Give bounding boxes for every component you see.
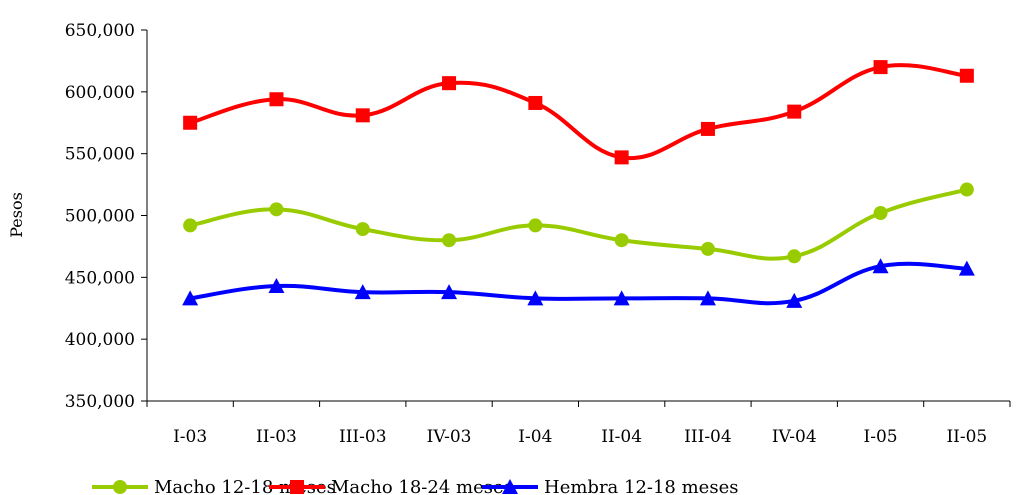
- legend-swatch-marker: [502, 479, 518, 494]
- legend-label: Hembra 12-18 meses: [544, 477, 738, 495]
- x-tick-label: III-04: [684, 427, 732, 447]
- legend-swatch-marker: [113, 480, 127, 494]
- x-tick-label: II-05: [946, 427, 987, 447]
- data-point: [786, 292, 803, 308]
- data-point: [528, 218, 543, 233]
- x-tick-label: I-05: [864, 427, 898, 447]
- data-point: [269, 92, 284, 107]
- data-point: [700, 241, 715, 256]
- data-point: [614, 233, 629, 248]
- legend-swatch-marker: [290, 480, 304, 494]
- data-point: [183, 115, 198, 130]
- data-point: [699, 290, 716, 306]
- series-2: [183, 60, 974, 165]
- x-tick-label: IV-03: [427, 427, 472, 447]
- data-point: [958, 260, 975, 276]
- data-point: [787, 104, 802, 119]
- series-3: [182, 258, 975, 308]
- data-point: [441, 284, 458, 300]
- data-point: [614, 150, 629, 165]
- y-axis-ticks: 350,000 400,000 450,000 500,000 550,000 600,0…: [65, 21, 147, 412]
- x-tick-label: IV-04: [772, 427, 817, 447]
- data-point: [959, 68, 974, 83]
- data-point: [442, 233, 457, 248]
- legend-item: Macho 18-24 meses: [269, 477, 513, 495]
- series-line: [189, 187, 968, 261]
- y-tick-label: 600,000: [65, 83, 135, 103]
- series-group: [182, 60, 975, 308]
- legend-label: Macho 18-24 meses: [331, 477, 513, 495]
- data-point: [183, 218, 198, 233]
- y-tick-label: 500,000: [65, 207, 135, 227]
- data-point: [872, 258, 889, 274]
- data-point: [528, 95, 543, 110]
- x-axis-ticks: I-03 II-03 III-03 IV-03 I-04 II-04 III-04 IV-04…: [146, 401, 1011, 447]
- series-1: [183, 182, 974, 264]
- series-line: [189, 261, 967, 306]
- data-point: [268, 277, 285, 293]
- data-point: [442, 76, 457, 91]
- data-point: [269, 202, 284, 217]
- y-tick-label: 400,000: [65, 330, 135, 350]
- y-tick-label: 450,000: [65, 268, 135, 288]
- y-tick-label: 650,000: [65, 21, 135, 41]
- x-tick-label: III-03: [339, 427, 387, 447]
- data-point: [700, 121, 715, 136]
- data-point: [354, 284, 371, 300]
- data-point: [873, 60, 888, 75]
- data-point: [355, 108, 370, 123]
- data-point: [182, 290, 199, 306]
- data-point: [787, 249, 802, 264]
- y-axis-title: Pesos: [7, 192, 26, 238]
- data-point: [527, 290, 544, 306]
- legend-item: Hembra 12-18 meses: [482, 477, 738, 495]
- data-point: [873, 206, 888, 221]
- series-line: [189, 63, 968, 161]
- data-point: [355, 222, 370, 237]
- data-point: [959, 182, 974, 197]
- x-tick-label: II-03: [256, 427, 297, 447]
- x-tick-label: I-04: [518, 427, 552, 447]
- y-tick-label: 350,000: [65, 392, 135, 412]
- y-tick-label: 550,000: [65, 145, 135, 165]
- x-tick-label: II-04: [601, 427, 642, 447]
- data-point: [613, 290, 630, 306]
- x-tick-label: I-03: [173, 427, 207, 447]
